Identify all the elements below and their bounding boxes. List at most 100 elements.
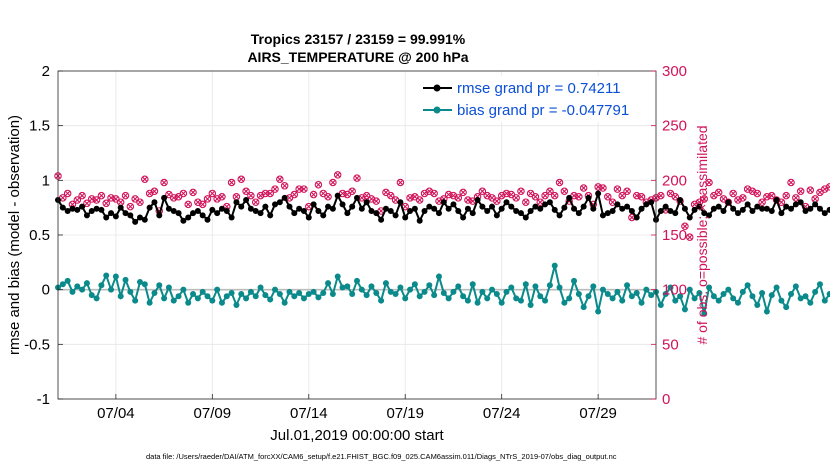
rmse-point — [329, 205, 336, 212]
rmse-point — [402, 214, 409, 221]
obs-count-point — [671, 192, 680, 201]
bias-point — [281, 299, 288, 306]
obs-possible-marker — [575, 192, 583, 201]
obs-possible-marker — [550, 191, 559, 200]
bias-point — [218, 299, 225, 306]
rmse-point — [469, 210, 476, 217]
obs-possible-marker — [295, 185, 303, 193]
obs-count-point — [237, 175, 246, 183]
bias-point — [276, 291, 283, 298]
rmse-point — [194, 207, 201, 214]
x-tick-label: 07/04 — [97, 405, 135, 422]
rmse-point — [638, 205, 645, 212]
bias-point — [715, 297, 722, 304]
obs-count-point — [454, 194, 463, 202]
obs-possible-marker — [203, 195, 212, 203]
legend-bias-label: bias grand pr = -0.047791 — [457, 102, 629, 119]
obs-count-point — [271, 185, 279, 193]
rmse-point — [378, 216, 385, 223]
obs-possible-marker — [792, 194, 800, 202]
obs-count-point — [806, 186, 815, 194]
obs-assimilated-marker — [561, 188, 568, 194]
bias-point — [402, 295, 409, 302]
bias-point — [599, 286, 606, 293]
obs-count-point — [767, 191, 776, 200]
bias-point — [349, 291, 356, 298]
y-right-tick-label: 0 — [662, 391, 670, 408]
rmse-point — [431, 205, 438, 212]
x-axis-label: Jul.01,2019 00:00:00 start — [270, 427, 444, 444]
rmse-point — [633, 214, 640, 221]
obs-assimilated-marker — [253, 199, 259, 205]
rmse-point — [812, 201, 819, 208]
rmse-point — [127, 212, 134, 219]
rmse-point — [334, 192, 341, 199]
obs-count-point — [179, 189, 188, 198]
rmse-point — [156, 212, 163, 219]
obs-count-point — [78, 191, 86, 200]
obs-assimilated-marker — [122, 192, 129, 199]
obs-assimilated-marker — [272, 186, 278, 192]
obs-possible-marker — [560, 187, 569, 196]
obs-possible-marker — [184, 200, 192, 209]
obs-possible-marker — [806, 186, 815, 194]
rmse-point — [238, 203, 245, 210]
obs-possible-marker — [150, 187, 159, 196]
bias-point — [228, 289, 235, 296]
bias-point — [238, 291, 245, 298]
obs-assimilated-marker — [580, 185, 587, 191]
obs-assimilated-marker — [547, 188, 553, 194]
obs-possible-marker — [372, 197, 381, 205]
bias-point — [706, 284, 713, 291]
y-tick-label: 1.5 — [29, 118, 50, 135]
bias-point — [667, 284, 674, 291]
bias-point — [291, 293, 298, 300]
bias-point — [286, 288, 293, 295]
rmse-point — [517, 210, 524, 217]
obs-possible-marker — [618, 191, 626, 200]
obs-possible-marker — [266, 189, 274, 198]
obs-count-point — [309, 190, 318, 199]
obs-possible-marker — [782, 191, 790, 200]
obs-assimilated-marker — [74, 197, 80, 203]
y-tick-label: 0 — [42, 282, 50, 299]
obs-count-point — [333, 171, 342, 179]
rmse-point — [185, 214, 192, 221]
obs-assimilated-marker — [315, 182, 322, 188]
bias-series — [55, 262, 830, 317]
rmse-point — [397, 199, 404, 206]
obs-possible-marker — [478, 187, 487, 196]
bias-point — [382, 280, 389, 287]
obs-count-point — [623, 187, 631, 196]
bias-point — [132, 297, 139, 304]
obs-possible-marker — [141, 175, 149, 183]
rmse-point — [228, 214, 235, 221]
bias-point — [435, 273, 442, 280]
rmse-point — [426, 203, 433, 210]
bias-point — [344, 283, 351, 290]
obs-assimilated-marker — [638, 194, 645, 200]
rmse-point — [93, 205, 100, 212]
rmse-point — [103, 214, 110, 221]
obs-count-series — [54, 171, 830, 241]
rmse-point — [141, 216, 148, 223]
rmse-point — [566, 194, 573, 201]
obs-count-point — [517, 187, 525, 196]
bias-point — [537, 293, 544, 300]
bias-point — [440, 289, 447, 296]
obs-assimilated-marker — [397, 179, 404, 186]
obs-possible-marker — [681, 222, 689, 231]
obs-possible-marker — [242, 187, 250, 196]
bias-point — [455, 283, 462, 290]
rmse-point — [720, 207, 727, 214]
obs-assimilated-marker — [185, 201, 191, 208]
rmse-point — [296, 205, 303, 212]
bias-point — [450, 288, 457, 295]
rmse-point — [667, 207, 674, 214]
obs-assimilated-marker — [807, 187, 814, 193]
rmse-point — [344, 210, 351, 217]
obs-count-point — [73, 196, 82, 204]
obs-count-point — [92, 196, 101, 204]
rmse-point — [170, 207, 177, 214]
bias-point — [517, 297, 524, 304]
